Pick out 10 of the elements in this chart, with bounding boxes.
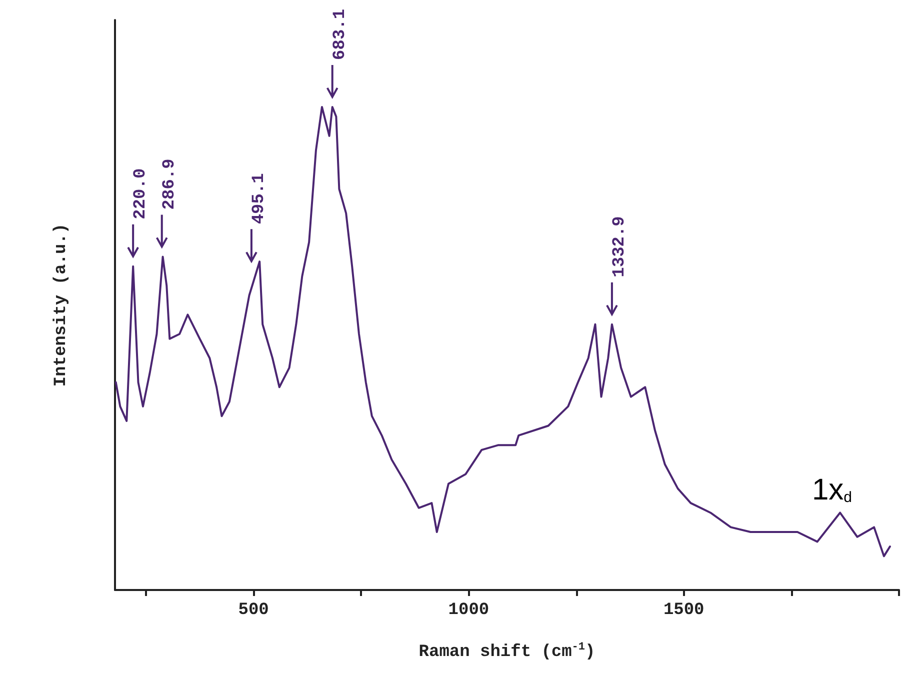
annotation: 1xd: [812, 474, 852, 506]
y-axis-title: Intensity (a.u.): [52, 223, 71, 387]
annotation: 495.1: [250, 173, 269, 224]
x-tick-label: 1500: [663, 601, 704, 620]
annotation: 1332.9: [610, 216, 630, 278]
annotation: 220.0: [132, 168, 151, 220]
x-tick-label: 1000: [448, 601, 490, 620]
annotation: 286.9: [160, 158, 180, 210]
x-tick-label: 500: [238, 601, 269, 620]
annotation: 683.1: [330, 8, 350, 60]
